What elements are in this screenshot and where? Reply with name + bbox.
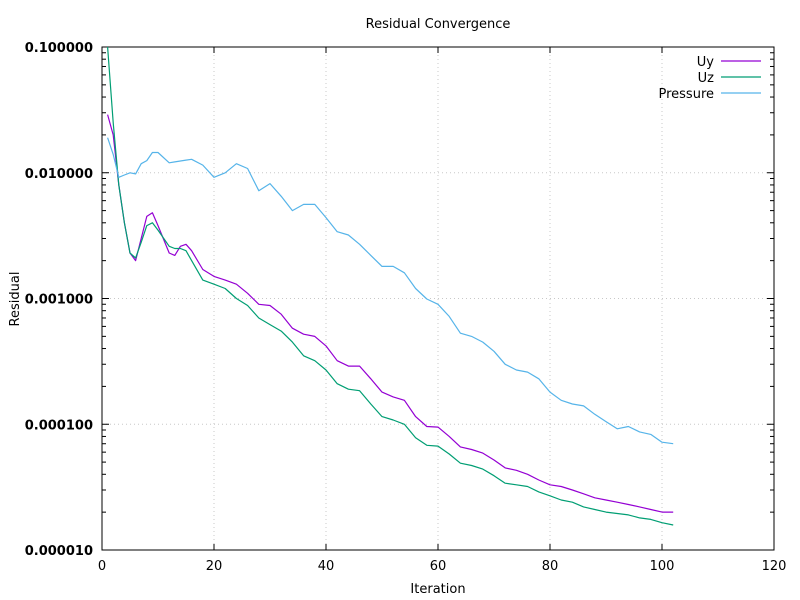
chart-title: Residual Convergence: [366, 17, 511, 32]
y-tick-label: 0.000100: [25, 418, 93, 433]
legend-label: Pressure: [658, 87, 714, 102]
legend-label: Uz: [698, 71, 715, 86]
series-line-uz: [107, 47, 674, 526]
series-line-pressure: [107, 137, 674, 445]
y-tick-label: 0.000010: [25, 544, 93, 559]
y-axis-label: Residual: [8, 272, 23, 327]
x-tick-label: 120: [762, 559, 787, 574]
series-line-uy: [107, 114, 674, 513]
y-tick-label: 0.001000: [25, 293, 93, 308]
y-tick-label: 0.010000: [25, 167, 93, 182]
x-tick-label: 0: [98, 559, 106, 574]
y-tick-label: 0.100000: [25, 41, 93, 56]
axis-ticks: 0 20 40 60 80 100 120 0.000010 0.000100 0.001000 0…: [25, 41, 787, 574]
x-tick-label: 40: [318, 559, 335, 574]
x-tick-label: 80: [542, 559, 559, 574]
grid: [102, 47, 774, 550]
x-tick-label: 100: [650, 559, 675, 574]
x-tick-label: 20: [206, 559, 223, 574]
series-lines: [107, 47, 674, 526]
x-axis-label: Iteration: [410, 582, 465, 597]
x-tick-label: 60: [430, 559, 447, 574]
legend-label: Uy: [697, 55, 715, 70]
